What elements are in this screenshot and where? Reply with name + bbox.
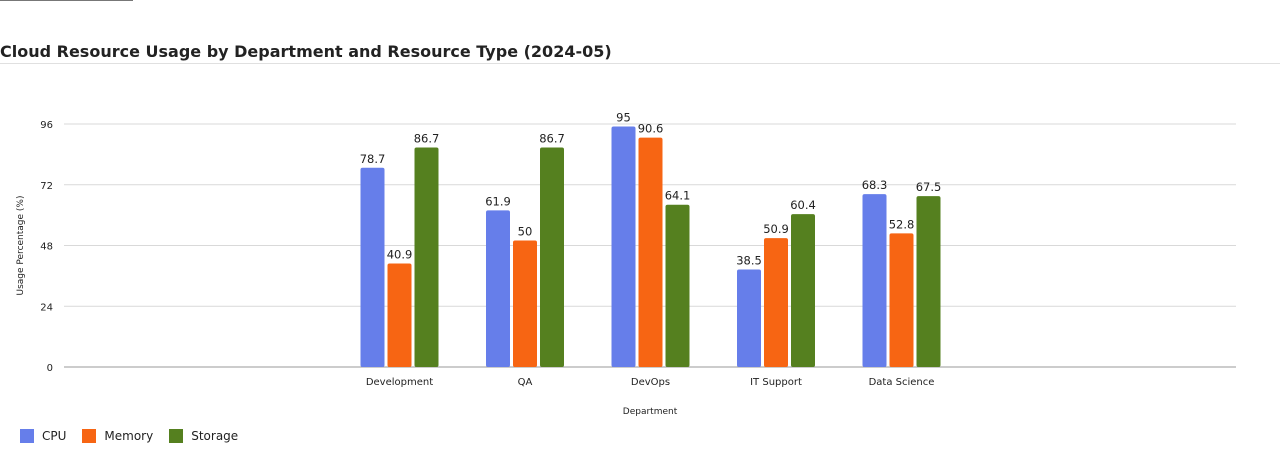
y-axis-label: Usage Percentage (%) — [16, 196, 26, 296]
bar — [611, 126, 636, 367]
data-label: 52.8 — [889, 217, 915, 231]
legend-item[interactable]: CPU — [20, 429, 66, 443]
bar — [513, 240, 537, 367]
data-label: 68.3 — [862, 178, 888, 192]
legend-label: CPU — [42, 429, 67, 443]
data-label: 86.7 — [414, 132, 440, 146]
bar — [862, 194, 887, 367]
data-label: 38.5 — [736, 254, 762, 268]
data-label: 60.4 — [790, 198, 816, 212]
legend-swatch — [169, 429, 184, 443]
y-tick-label: 96 — [40, 120, 53, 131]
data-label: 61.9 — [485, 194, 511, 208]
bar — [665, 204, 690, 367]
data-label: 67.5 — [916, 180, 942, 194]
x-tick-label: Data Science — [869, 377, 935, 388]
bar — [889, 233, 914, 367]
legend-item[interactable]: Memory — [82, 429, 153, 443]
bar — [791, 214, 815, 367]
bar — [916, 196, 941, 367]
legend-swatch — [20, 429, 34, 443]
data-label: 50 — [518, 224, 533, 238]
bar — [414, 147, 439, 367]
bar — [764, 238, 788, 367]
data-label: 78.7 — [360, 152, 386, 166]
x-tick-label: IT Support — [750, 377, 802, 388]
data-label: 86.7 — [539, 132, 565, 146]
y-tick-label: 48 — [40, 242, 53, 253]
data-label: 50.9 — [763, 222, 789, 236]
bar — [638, 137, 663, 367]
chart-title: Cloud Resource Usage by Department and R… — [0, 42, 612, 61]
title-divider — [0, 63, 1280, 64]
data-label: 64.1 — [665, 189, 691, 203]
x-tick-label: Development — [366, 377, 433, 388]
top-tab-indicator — [0, 0, 133, 1]
y-tick-label: 72 — [40, 181, 53, 192]
data-label: 90.6 — [638, 122, 664, 136]
x-tick-label: QA — [518, 377, 533, 388]
x-axis-label: Department — [623, 407, 678, 417]
bar — [486, 210, 510, 367]
data-label: 95 — [616, 111, 631, 125]
legend-label: Storage — [191, 429, 239, 443]
data-label: 40.9 — [387, 247, 413, 261]
legend-swatch — [82, 429, 97, 443]
y-tick-label: 0 — [47, 363, 53, 374]
bar — [387, 263, 412, 367]
y-tick-label: 24 — [40, 302, 53, 313]
legend-item[interactable]: Storage — [169, 429, 238, 443]
bar — [540, 147, 564, 367]
bar — [360, 167, 385, 367]
bar — [737, 269, 761, 367]
legend-label: Memory — [104, 429, 154, 443]
chart-legend: CPU Memory Storage — [20, 429, 238, 443]
x-tick-label: DevOps — [631, 377, 670, 388]
